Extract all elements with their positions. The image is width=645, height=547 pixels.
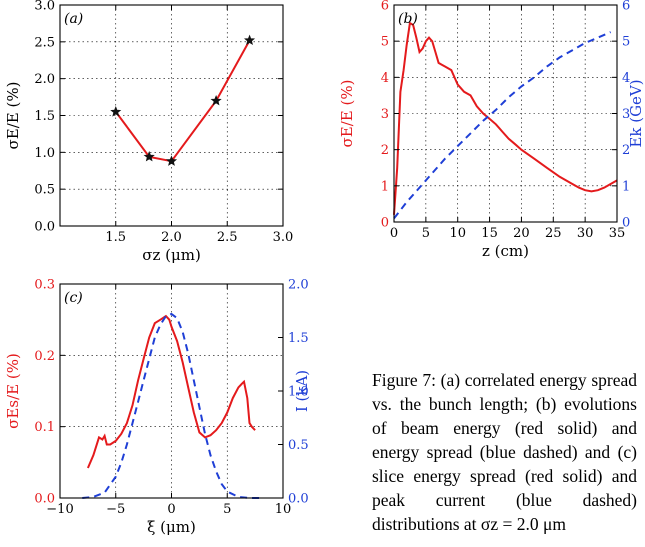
y-tick-label-c-3: 0.3 [34, 278, 55, 293]
x-tick-label-a-0: 1.5 [105, 230, 126, 245]
y-right-tick-label-c-1: 0.5 [288, 438, 309, 453]
y-tick-label-c-2: 0.2 [34, 349, 55, 364]
y-tick-label-b-6: 6 [381, 0, 389, 14]
series-line-b-0 [393, 21, 618, 215]
panel-a: 1.5 2.0 2.5 3.0 0.0 0.5 1.0 1.5 2.0 2.5 3.0 (a) σz (… [4, 0, 293, 264]
y-right-tick-label-b-5: 5 [622, 35, 630, 50]
y-axis-label-b: σE/E (%) [338, 80, 356, 148]
x-axis-label-a: σz (μm) [142, 246, 201, 264]
y-right-tick-label-b-6: 6 [622, 0, 630, 14]
series-line-a-0 [114, 39, 251, 163]
data-point-a-4 [244, 34, 256, 46]
x-tick-label-a-1: 2.0 [161, 230, 182, 245]
y-tick-label-b-4: 4 [381, 71, 389, 86]
series-line-c-0 [86, 314, 256, 469]
y-right-tick-label-b-2: 2 [622, 143, 630, 158]
x-tick-label-b-2: 10 [449, 226, 466, 241]
y-tick-label-b-1: 1 [381, 179, 389, 194]
y-tick-label-b-2: 2 [381, 143, 389, 158]
panel-label-a: (a) [64, 11, 83, 27]
y-tick-label-a-1: 0.5 [34, 183, 55, 198]
y-tick-label-a-6: 3.0 [34, 0, 55, 14]
y-right-tick-label-b-1: 1 [622, 179, 630, 194]
y-tick-label-a-5: 2.5 [34, 35, 55, 50]
panel-c: −10 −5 0 5 100.00.10.20.30.00.51.01.52.0(c)ξ… [4, 278, 311, 537]
y-right-tick-label-b-0: 0 [622, 216, 630, 231]
y-right-tick-label-c-3: 1.5 [288, 331, 309, 346]
y-right-tick-label-b-4: 4 [622, 71, 630, 86]
x-tick-label-c-3: 5 [223, 502, 231, 517]
y-tick-label-a-4: 2.0 [34, 72, 55, 87]
y-tick-label-c-1: 0.1 [34, 420, 55, 435]
x-tick-label-c-0: −10 [46, 502, 73, 517]
y-right-tick-label-c-2: 1.0 [288, 385, 309, 400]
series-line-c-1 [82, 312, 261, 499]
x-axis-label-c: ξ (μm) [147, 518, 196, 536]
y-tick-label-a-2: 1.0 [34, 146, 55, 161]
y-tick-label-c-0: 0.0 [34, 492, 55, 507]
x-tick-label-c-2: 0 [167, 502, 175, 517]
x-tick-label-c-1: −5 [106, 502, 125, 517]
x-tick-label-b-3: 15 [481, 226, 498, 241]
y-tick-label-b-3: 3 [381, 107, 389, 122]
y-right-tick-label-c-0: 0.0 [288, 492, 309, 507]
y-tick-label-a-3: 1.5 [34, 109, 55, 124]
figure-caption: Figure 7: (a) correlated energy spread v… [372, 370, 637, 534]
y-right-tick-label-c-4: 2.0 [288, 278, 309, 293]
x-tick-label-b-7: 35 [609, 226, 626, 241]
x-tick-label-c-4: 10 [275, 502, 292, 517]
y-tick-label-b-0: 0 [381, 216, 389, 231]
x-axis-label-b: z (cm) [482, 242, 529, 260]
data-point-a-3 [210, 95, 222, 106]
data-point-a-2 [165, 155, 178, 166]
y-axis-label-c: σEs/E (%) [4, 353, 22, 429]
y-tick-label-a-0: 0.0 [34, 220, 55, 235]
y-tick-label-b-5: 5 [381, 35, 389, 50]
x-tick-label-b-0: 0 [390, 226, 398, 241]
y-right-tick-label-b-3: 3 [622, 107, 630, 122]
series-line-b-1 [393, 31, 611, 220]
data-point-a-0 [110, 105, 122, 117]
x-tick-label-b-5: 25 [545, 226, 562, 241]
x-tick-label-a-2: 2.5 [217, 230, 238, 245]
y-right-axis-label-c: I (kA) [293, 370, 311, 412]
y-right-axis-label-b: Ek (GeV) [627, 79, 645, 147]
y-axis-label-a: σE/E (%) [4, 82, 22, 150]
x-tick-label-b-1: 5 [422, 226, 430, 241]
x-tick-label-a-3: 3.0 [273, 230, 294, 245]
panel-label-b: (b) [398, 11, 418, 27]
x-tick-label-b-4: 20 [513, 226, 530, 241]
x-tick-label-b-6: 30 [577, 226, 594, 241]
data-point-a-1 [143, 151, 155, 162]
panel-label-c: (c) [64, 290, 83, 306]
